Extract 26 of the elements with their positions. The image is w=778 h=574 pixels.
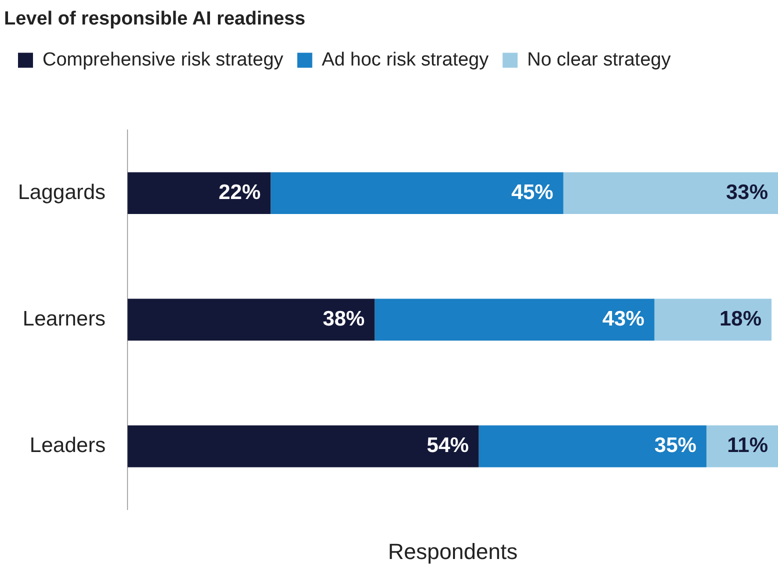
chart-title: Level of responsible AI readiness xyxy=(4,8,306,30)
data-label: 22% xyxy=(218,180,261,204)
bar xyxy=(128,172,271,214)
y-tick-label: Learners xyxy=(22,307,106,330)
data-label: 11% xyxy=(727,434,768,458)
y-tick-label: Laggards xyxy=(18,180,106,204)
bar xyxy=(563,172,778,214)
legend-label: Comprehensive risk strategy xyxy=(42,50,284,71)
data-label: 54% xyxy=(426,434,470,458)
x-axis-title: Respondents xyxy=(388,538,518,564)
bar xyxy=(706,425,778,468)
bar xyxy=(478,425,706,468)
legend-label: Ad hoc risk strategy xyxy=(322,50,490,71)
data-label: 33% xyxy=(726,180,768,204)
bar xyxy=(270,172,564,214)
y-tick-label: Leaders xyxy=(30,434,106,458)
data-label: 45% xyxy=(511,180,554,204)
data-label: 18% xyxy=(719,307,762,330)
bar xyxy=(128,298,375,341)
data-label: 35% xyxy=(654,434,697,458)
data-label: 43% xyxy=(602,307,645,330)
data-label: 38% xyxy=(322,307,366,330)
bar xyxy=(374,298,654,341)
bar xyxy=(654,298,772,341)
bar xyxy=(128,425,479,468)
legend-label: No clear strategy xyxy=(527,50,672,71)
